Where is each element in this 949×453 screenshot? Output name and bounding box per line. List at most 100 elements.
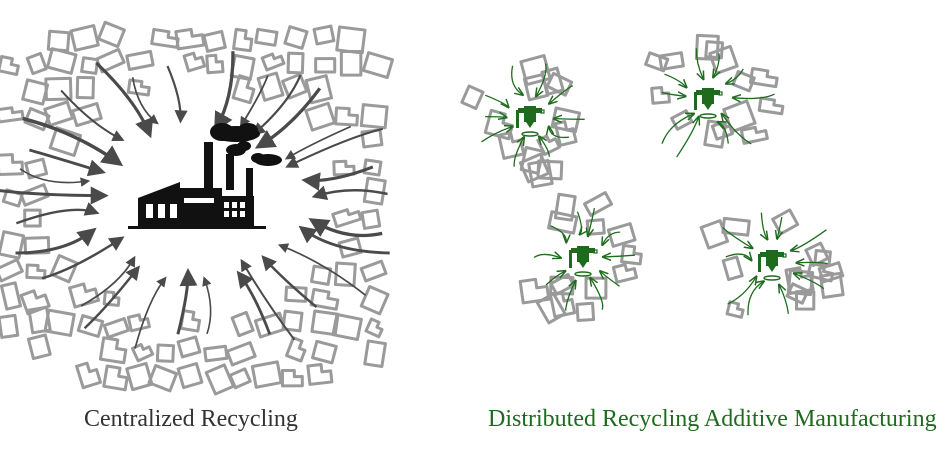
building-outline (460, 84, 485, 110)
local-arrow (481, 127, 513, 143)
building-outline (23, 208, 42, 228)
building-outline (804, 241, 830, 267)
building-outline (694, 33, 720, 61)
building-outline (232, 27, 254, 53)
transport-arrow (60, 89, 125, 141)
building-outline (256, 71, 285, 102)
local-arrow (576, 211, 582, 234)
local-arrow (661, 92, 685, 96)
transport-arrow (285, 127, 384, 168)
local-arrow (722, 226, 752, 247)
local-arrow (545, 271, 565, 286)
building-outline (281, 72, 309, 100)
local-arrow (722, 114, 752, 145)
transport-arrow (80, 255, 136, 307)
building-outline (650, 86, 671, 105)
transport-arrow (83, 265, 140, 330)
transport-arrow (308, 218, 383, 238)
building-outline (362, 158, 383, 177)
building-outline (125, 361, 154, 392)
building-outline (535, 292, 567, 325)
building-outline (98, 336, 128, 365)
building-outline (611, 263, 639, 284)
building-outline (102, 290, 121, 307)
building-outline (331, 312, 363, 342)
building-outline (304, 74, 334, 105)
transport-arrow (131, 77, 159, 125)
local-arrow (601, 272, 620, 287)
building-outline (203, 344, 229, 363)
building-outline (304, 101, 337, 132)
building-outline (784, 266, 815, 296)
building-outline (334, 106, 359, 127)
local-arrow (550, 225, 566, 242)
local-arrow (484, 94, 508, 107)
building-outline (49, 254, 79, 284)
building-outline (21, 78, 50, 106)
building-outline (575, 301, 596, 322)
building-outline (361, 51, 395, 80)
local-arrow (695, 48, 703, 78)
building-outline (24, 157, 49, 180)
local-arrow (603, 231, 621, 244)
building-outline (527, 158, 554, 189)
transport-arrow (214, 51, 235, 133)
transport-arrow (284, 125, 352, 160)
centralized-transport-arrows (0, 51, 390, 349)
building-outline (23, 106, 51, 132)
building-outline (518, 277, 551, 305)
building-outline (46, 47, 78, 75)
local-arrow (792, 229, 827, 251)
building-outline (310, 264, 333, 286)
local-arrow (714, 53, 720, 76)
building-outline (285, 336, 307, 363)
transport-arrow (134, 276, 167, 349)
building-outline (126, 78, 151, 97)
building-outline (606, 222, 637, 248)
building-outline (75, 75, 96, 100)
building-outline (280, 368, 304, 388)
transport-arrow (41, 236, 125, 280)
building-outline (225, 341, 257, 367)
building-outline (704, 40, 725, 60)
building-outline (708, 44, 739, 75)
building-outline (174, 27, 206, 51)
building-outline (176, 335, 202, 359)
building-outline (155, 343, 176, 363)
transport-arrow (239, 75, 269, 128)
transport-arrow (277, 243, 367, 296)
building-outline (331, 208, 363, 229)
local-arrow (550, 85, 574, 103)
local-arrow (555, 119, 585, 120)
3d-printer-icon (694, 88, 723, 119)
building-outline (182, 51, 207, 73)
building-outline (25, 263, 47, 280)
building-outline (332, 159, 356, 177)
building-outline (25, 51, 48, 76)
building-outline (0, 281, 22, 311)
building-outline (306, 363, 334, 386)
building-outline (360, 128, 384, 149)
building-outline (102, 364, 129, 392)
3d-printer-icon (516, 106, 545, 137)
building-outline (0, 153, 25, 176)
transport-arrow (298, 225, 390, 255)
local-arrow (564, 281, 576, 311)
building-outline (44, 76, 73, 102)
transport-arrow (0, 186, 109, 205)
local-arrow (485, 117, 506, 118)
transport-arrow (166, 65, 188, 124)
building-outline (620, 243, 643, 266)
local-arrow (727, 277, 756, 305)
transport-arrow (311, 185, 388, 200)
local-arrow (588, 207, 596, 235)
building-outline (333, 261, 357, 288)
transport-arrow (176, 268, 198, 335)
building-outline (254, 27, 279, 47)
building-outline (583, 191, 614, 217)
transport-arrow (15, 227, 97, 255)
local-arrow (779, 285, 790, 314)
local-arrow (549, 127, 569, 139)
transport-arrow (202, 276, 212, 335)
